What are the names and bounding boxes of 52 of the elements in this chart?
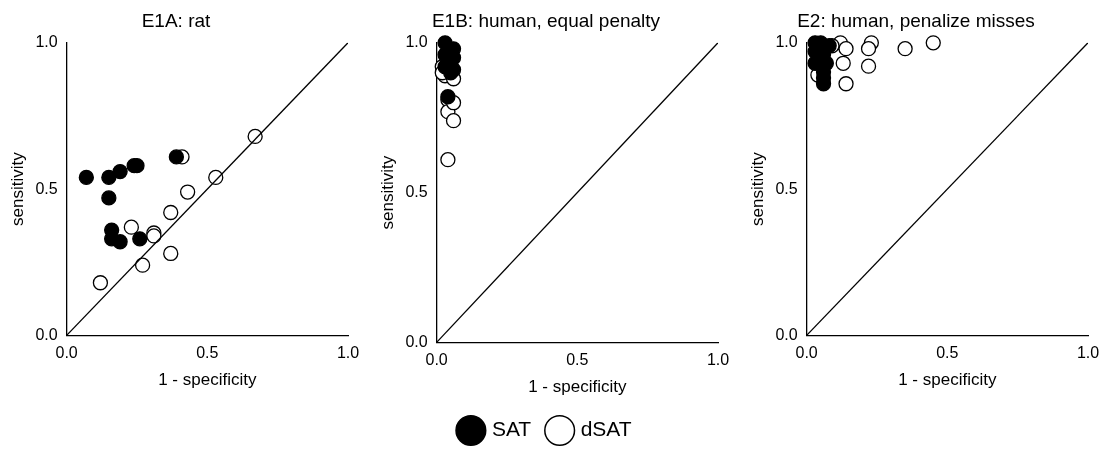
y-tick-label: 0.0 (405, 332, 428, 350)
x-tick-label: 0.0 (795, 344, 818, 362)
point (860, 41, 877, 57)
point (101, 190, 117, 206)
chart-title: E1A: rat (141, 9, 212, 31)
y-tick-label: 1.0 (775, 33, 798, 51)
point (835, 55, 851, 71)
legend-label: dSAT (580, 417, 632, 441)
x-tick-label: 1.0 (336, 344, 360, 362)
point (925, 35, 941, 51)
y-axis-title: sensitivity (7, 151, 27, 226)
point (123, 219, 139, 235)
x-tick-label: 0.5 (566, 351, 589, 369)
x-tick-label: 0.0 (425, 351, 448, 369)
point (101, 169, 117, 186)
x-axis-title: 1 - specificity (158, 370, 257, 390)
y-tick-label: 1.0 (35, 33, 58, 51)
y-tick-label: 0.5 (405, 183, 428, 201)
point (163, 204, 179, 221)
y-axis-title: sensitivity (377, 155, 397, 230)
point (838, 41, 854, 57)
y-tick-label: 0.0 (775, 325, 798, 343)
point (440, 151, 456, 168)
point (78, 169, 94, 186)
point (112, 234, 128, 250)
x-axis-title: 1 - specificity (528, 377, 627, 397)
point (112, 163, 128, 180)
point (445, 113, 462, 129)
point (163, 245, 179, 262)
x-tick-label: 1.0 (1076, 344, 1100, 362)
point (897, 41, 913, 57)
x-tick-label: 0.5 (196, 344, 219, 362)
point (134, 257, 151, 273)
y-axis-title: sensitivity (747, 151, 767, 226)
y-tick-label: 0.5 (775, 179, 798, 197)
y-tick-label: 0.5 (35, 179, 58, 197)
x-tick-label: 0.0 (55, 344, 78, 362)
chart-title: E2: human, penalize misses (797, 9, 1035, 31)
y-tick-label: 0.0 (35, 325, 58, 343)
legend-label: SAT (491, 417, 532, 441)
x-tick-label: 0.5 (936, 344, 959, 362)
point (168, 149, 185, 165)
point (92, 275, 109, 291)
point (838, 76, 854, 92)
x-tick-label: 1.0 (706, 351, 730, 369)
point (132, 231, 148, 247)
point (179, 184, 196, 200)
point (860, 58, 877, 74)
point (208, 169, 224, 186)
chart-title: E1B: human, equal penalty (431, 9, 661, 31)
x-axis-title: 1 - specificity (898, 370, 997, 390)
y-tick-label: 1.0 (405, 33, 428, 51)
